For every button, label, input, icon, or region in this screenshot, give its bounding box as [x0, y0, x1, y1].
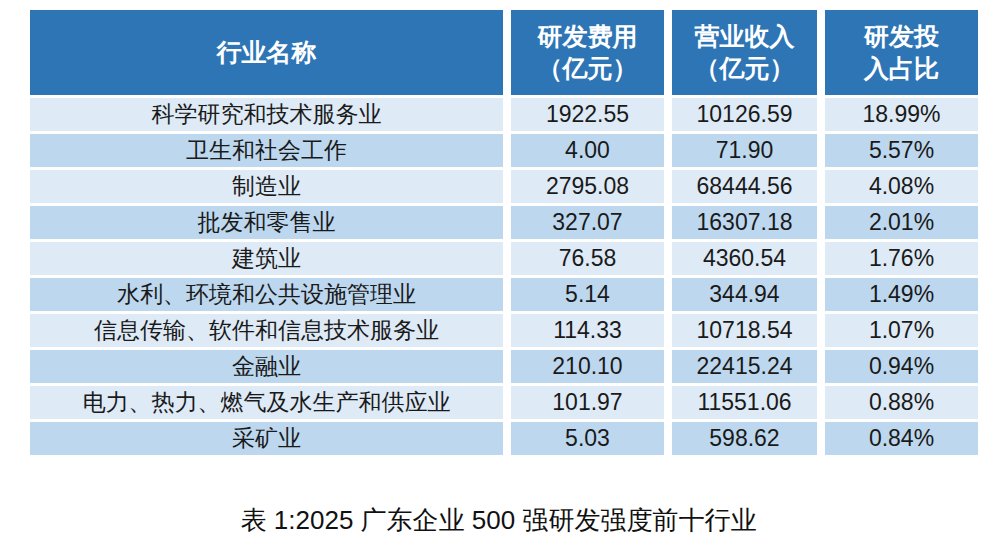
ratio-cell: 0.94% [825, 350, 978, 383]
rnd-expense-cell: 210.10 [511, 350, 664, 383]
industry-cell: 建筑业 [30, 242, 503, 275]
ratio-cell: 0.84% [825, 422, 978, 455]
rnd-ratio-header-label: 研发投 入占比 [864, 21, 939, 84]
industry-cell: 水利、环境和公共设施管理业 [30, 278, 503, 311]
industry-cell: 金融业 [30, 350, 503, 383]
rnd-expense-header-label: 研发费用 （亿元） [538, 21, 638, 84]
industry-cell: 科学研究和技术服务业 [30, 98, 503, 131]
table-body: 科学研究和技术服务业 1922.55 10126.59 18.99% 卫生和社会… [30, 98, 978, 455]
rnd-expense-cell: 1922.55 [511, 98, 664, 131]
industry-cell: 信息传输、软件和信息技术服务业 [30, 314, 503, 347]
revenue-cell: 11551.06 [672, 386, 817, 419]
rnd-expense-cell: 2795.08 [511, 170, 664, 203]
rnd-expense-cell: 101.97 [511, 386, 664, 419]
revenue-header-label: 营业收入 （亿元） [695, 21, 795, 84]
ratio-cell: 1.76% [825, 242, 978, 275]
table-row: 建筑业 76.58 4360.54 1.76% [30, 242, 978, 275]
industry-cell: 批发和零售业 [30, 206, 503, 239]
revenue-header: 营业收入 （亿元） [672, 10, 817, 95]
rnd-expense-cell: 5.14 [511, 278, 664, 311]
table-row: 批发和零售业 327.07 16307.18 2.01% [30, 206, 978, 239]
rnd-expense-cell: 114.33 [511, 314, 664, 347]
table-row: 制造业 2795.08 68444.56 4.08% [30, 170, 978, 203]
rnd-intensity-table: 行业名称 研发费用 （亿元） 营业收入 （亿元） 研发投 入占比 科学研究和技术… [30, 10, 978, 458]
rnd-expense-cell: 76.58 [511, 242, 664, 275]
revenue-cell: 344.94 [672, 278, 817, 311]
table-row: 金融业 210.10 22415.24 0.94% [30, 350, 978, 383]
rnd-expense-cell: 327.07 [511, 206, 664, 239]
ratio-cell: 1.49% [825, 278, 978, 311]
revenue-cell: 16307.18 [672, 206, 817, 239]
table-caption: 表 1:2025 广东企业 500 强研发强度前十行业 [0, 503, 997, 538]
table-row: 信息传输、软件和信息技术服务业 114.33 10718.54 1.07% [30, 314, 978, 347]
revenue-cell: 68444.56 [672, 170, 817, 203]
rnd-expense-header: 研发费用 （亿元） [511, 10, 664, 95]
revenue-cell: 10718.54 [672, 314, 817, 347]
ratio-cell: 1.07% [825, 314, 978, 347]
industry-cell: 采矿业 [30, 422, 503, 455]
rnd-expense-cell: 5.03 [511, 422, 664, 455]
table-row: 采矿业 5.03 598.62 0.84% [30, 422, 978, 455]
ratio-cell: 18.99% [825, 98, 978, 131]
rnd-expense-cell: 4.00 [511, 134, 664, 167]
ratio-cell: 2.01% [825, 206, 978, 239]
rnd-ratio-header: 研发投 入占比 [825, 10, 978, 95]
ratio-cell: 5.57% [825, 134, 978, 167]
industry-name-header-label: 行业名称 [217, 37, 317, 68]
revenue-cell: 71.90 [672, 134, 817, 167]
revenue-cell: 22415.24 [672, 350, 817, 383]
table-row: 科学研究和技术服务业 1922.55 10126.59 18.99% [30, 98, 978, 131]
table-row: 水利、环境和公共设施管理业 5.14 344.94 1.49% [30, 278, 978, 311]
ratio-cell: 4.08% [825, 170, 978, 203]
industry-cell: 电力、热力、燃气及水生产和供应业 [30, 386, 503, 419]
table-row: 电力、热力、燃气及水生产和供应业 101.97 11551.06 0.88% [30, 386, 978, 419]
revenue-cell: 598.62 [672, 422, 817, 455]
industry-name-header: 行业名称 [30, 10, 503, 95]
revenue-cell: 4360.54 [672, 242, 817, 275]
ratio-cell: 0.88% [825, 386, 978, 419]
page: 行业名称 研发费用 （亿元） 营业收入 （亿元） 研发投 入占比 科学研究和技术… [0, 0, 997, 554]
revenue-cell: 10126.59 [672, 98, 817, 131]
industry-cell: 卫生和社会工作 [30, 134, 503, 167]
industry-cell: 制造业 [30, 170, 503, 203]
table-header-row: 行业名称 研发费用 （亿元） 营业收入 （亿元） 研发投 入占比 [30, 10, 978, 95]
table-row: 卫生和社会工作 4.00 71.90 5.57% [30, 134, 978, 167]
